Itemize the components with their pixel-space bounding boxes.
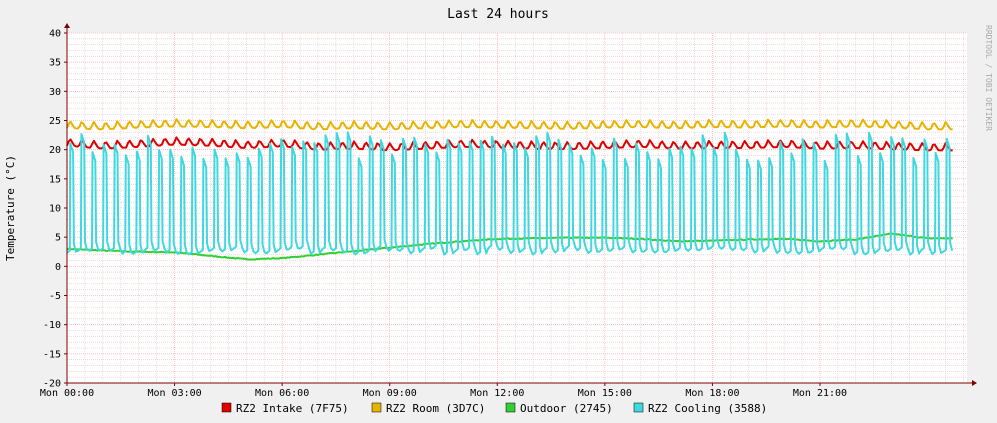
- y-axis-arrow: [64, 23, 70, 28]
- legend-label: RZ2 Cooling (3588): [648, 402, 767, 415]
- y-tick-label: 40: [49, 29, 61, 40]
- legend-label: RZ2 Intake (7F75): [236, 402, 349, 415]
- legend-item: RZ2 Cooling (3588): [633, 402, 767, 415]
- y-tick-label: 20: [49, 145, 61, 156]
- y-tick-label: 5: [55, 233, 61, 244]
- chart-title: Last 24 hours: [447, 7, 549, 22]
- legend-item: Outdoor (2745): [505, 402, 613, 415]
- y-tick-label: -10: [43, 320, 61, 331]
- legend-label: RZ2 Room (3D7C): [386, 402, 485, 415]
- legend-swatch: [505, 402, 516, 413]
- series-group: [66, 118, 954, 261]
- legend-swatch: [221, 402, 232, 413]
- y-axis-label: Temperature (°C): [4, 155, 17, 261]
- series-line: [66, 136, 953, 152]
- y-tick-label: 0: [55, 262, 61, 273]
- x-tick-label: Mon 15:00: [578, 388, 632, 399]
- watermark: RRDTOOL / TOBI OETIKER: [984, 25, 993, 131]
- series-line: [66, 118, 953, 131]
- y-axis-ticks: 40 35 30 25 20 15 10 5 0 -5 -10 -15 -20: [43, 29, 67, 390]
- y-tick-label: 35: [49, 58, 61, 69]
- x-tick-label: Mon 00:00: [40, 388, 94, 399]
- legend-swatch: [371, 402, 382, 413]
- x-tick-label: Mon 06:00: [255, 388, 309, 399]
- legend-swatch: [633, 402, 644, 413]
- y-tick-label: -5: [49, 291, 61, 302]
- y-tick-label: -15: [43, 349, 61, 360]
- x-tick-label: Mon 18:00: [685, 388, 739, 399]
- legend: RZ2 Intake (7F75) RZ2 Room (3D7C) Outdoor …: [221, 402, 767, 415]
- x-axis-arrow: [972, 380, 977, 386]
- series-line: [66, 131, 954, 256]
- x-tick-label: Mon 21:00: [793, 388, 847, 399]
- x-tick-label: Mon 03:00: [147, 388, 201, 399]
- axes: [64, 23, 977, 386]
- y-tick-label: -20: [43, 379, 61, 390]
- legend-label: Outdoor (2745): [520, 402, 613, 415]
- y-tick-label: 10: [49, 204, 61, 215]
- legend-item: RZ2 Intake (7F75): [221, 402, 349, 415]
- legend-item: RZ2 Room (3D7C): [371, 402, 485, 415]
- y-tick-label: 30: [49, 87, 61, 98]
- x-tick-label: Mon 12:00: [470, 388, 524, 399]
- y-tick-label: 25: [49, 116, 61, 127]
- x-tick-label: Mon 09:00: [363, 388, 417, 399]
- y-tick-label: 15: [49, 174, 61, 185]
